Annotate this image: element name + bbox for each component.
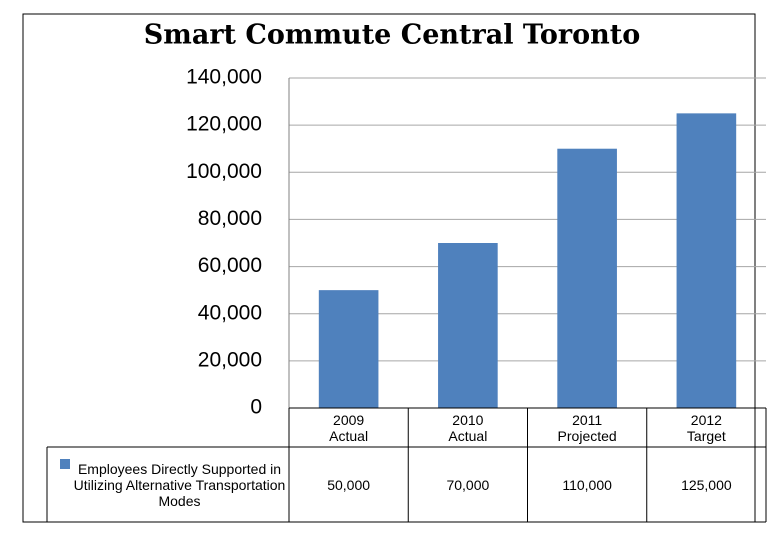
y-tick-label: 100,000 — [186, 160, 262, 183]
data-table-value: 125,000 — [681, 476, 732, 493]
chart-border — [22, 13, 756, 523]
chart-title: Smart Commute Central Toronto — [144, 20, 640, 51]
y-tick-label: 0 — [250, 396, 262, 419]
category-text: 2011 Projected — [557, 411, 617, 444]
y-tick-label: 140,000 — [186, 66, 262, 89]
bar — [676, 113, 737, 408]
legend-swatch — [60, 459, 70, 469]
x-tick-label: 2011 Projected — [528, 408, 647, 447]
data-table-value: 110,000 — [562, 476, 612, 493]
y-tick-label: 60,000 — [198, 254, 262, 277]
bar — [318, 290, 379, 408]
x-tick-label: 2010 Actual — [408, 408, 527, 447]
bar — [438, 243, 498, 408]
bar — [557, 148, 617, 408]
x-tick-label: 2009 Actual — [289, 408, 408, 447]
y-tick-label: 40,000 — [198, 301, 262, 324]
y-tick-label: 20,000 — [198, 348, 262, 371]
data-table-value: 50,000 — [327, 476, 371, 493]
x-tick-label: 2012 Target — [647, 408, 766, 447]
data-table-value: 70,000 — [446, 476, 490, 493]
y-tick-label: 80,000 — [198, 207, 262, 230]
legend-label: Employees Directly Supported in Utilizin… — [73, 460, 286, 509]
category-text: 2009 Actual — [329, 411, 369, 444]
y-tick-label: 120,000 — [186, 113, 262, 136]
category-text: 2010 Actual — [448, 411, 488, 444]
category-text: 2012 Target — [686, 411, 726, 444]
